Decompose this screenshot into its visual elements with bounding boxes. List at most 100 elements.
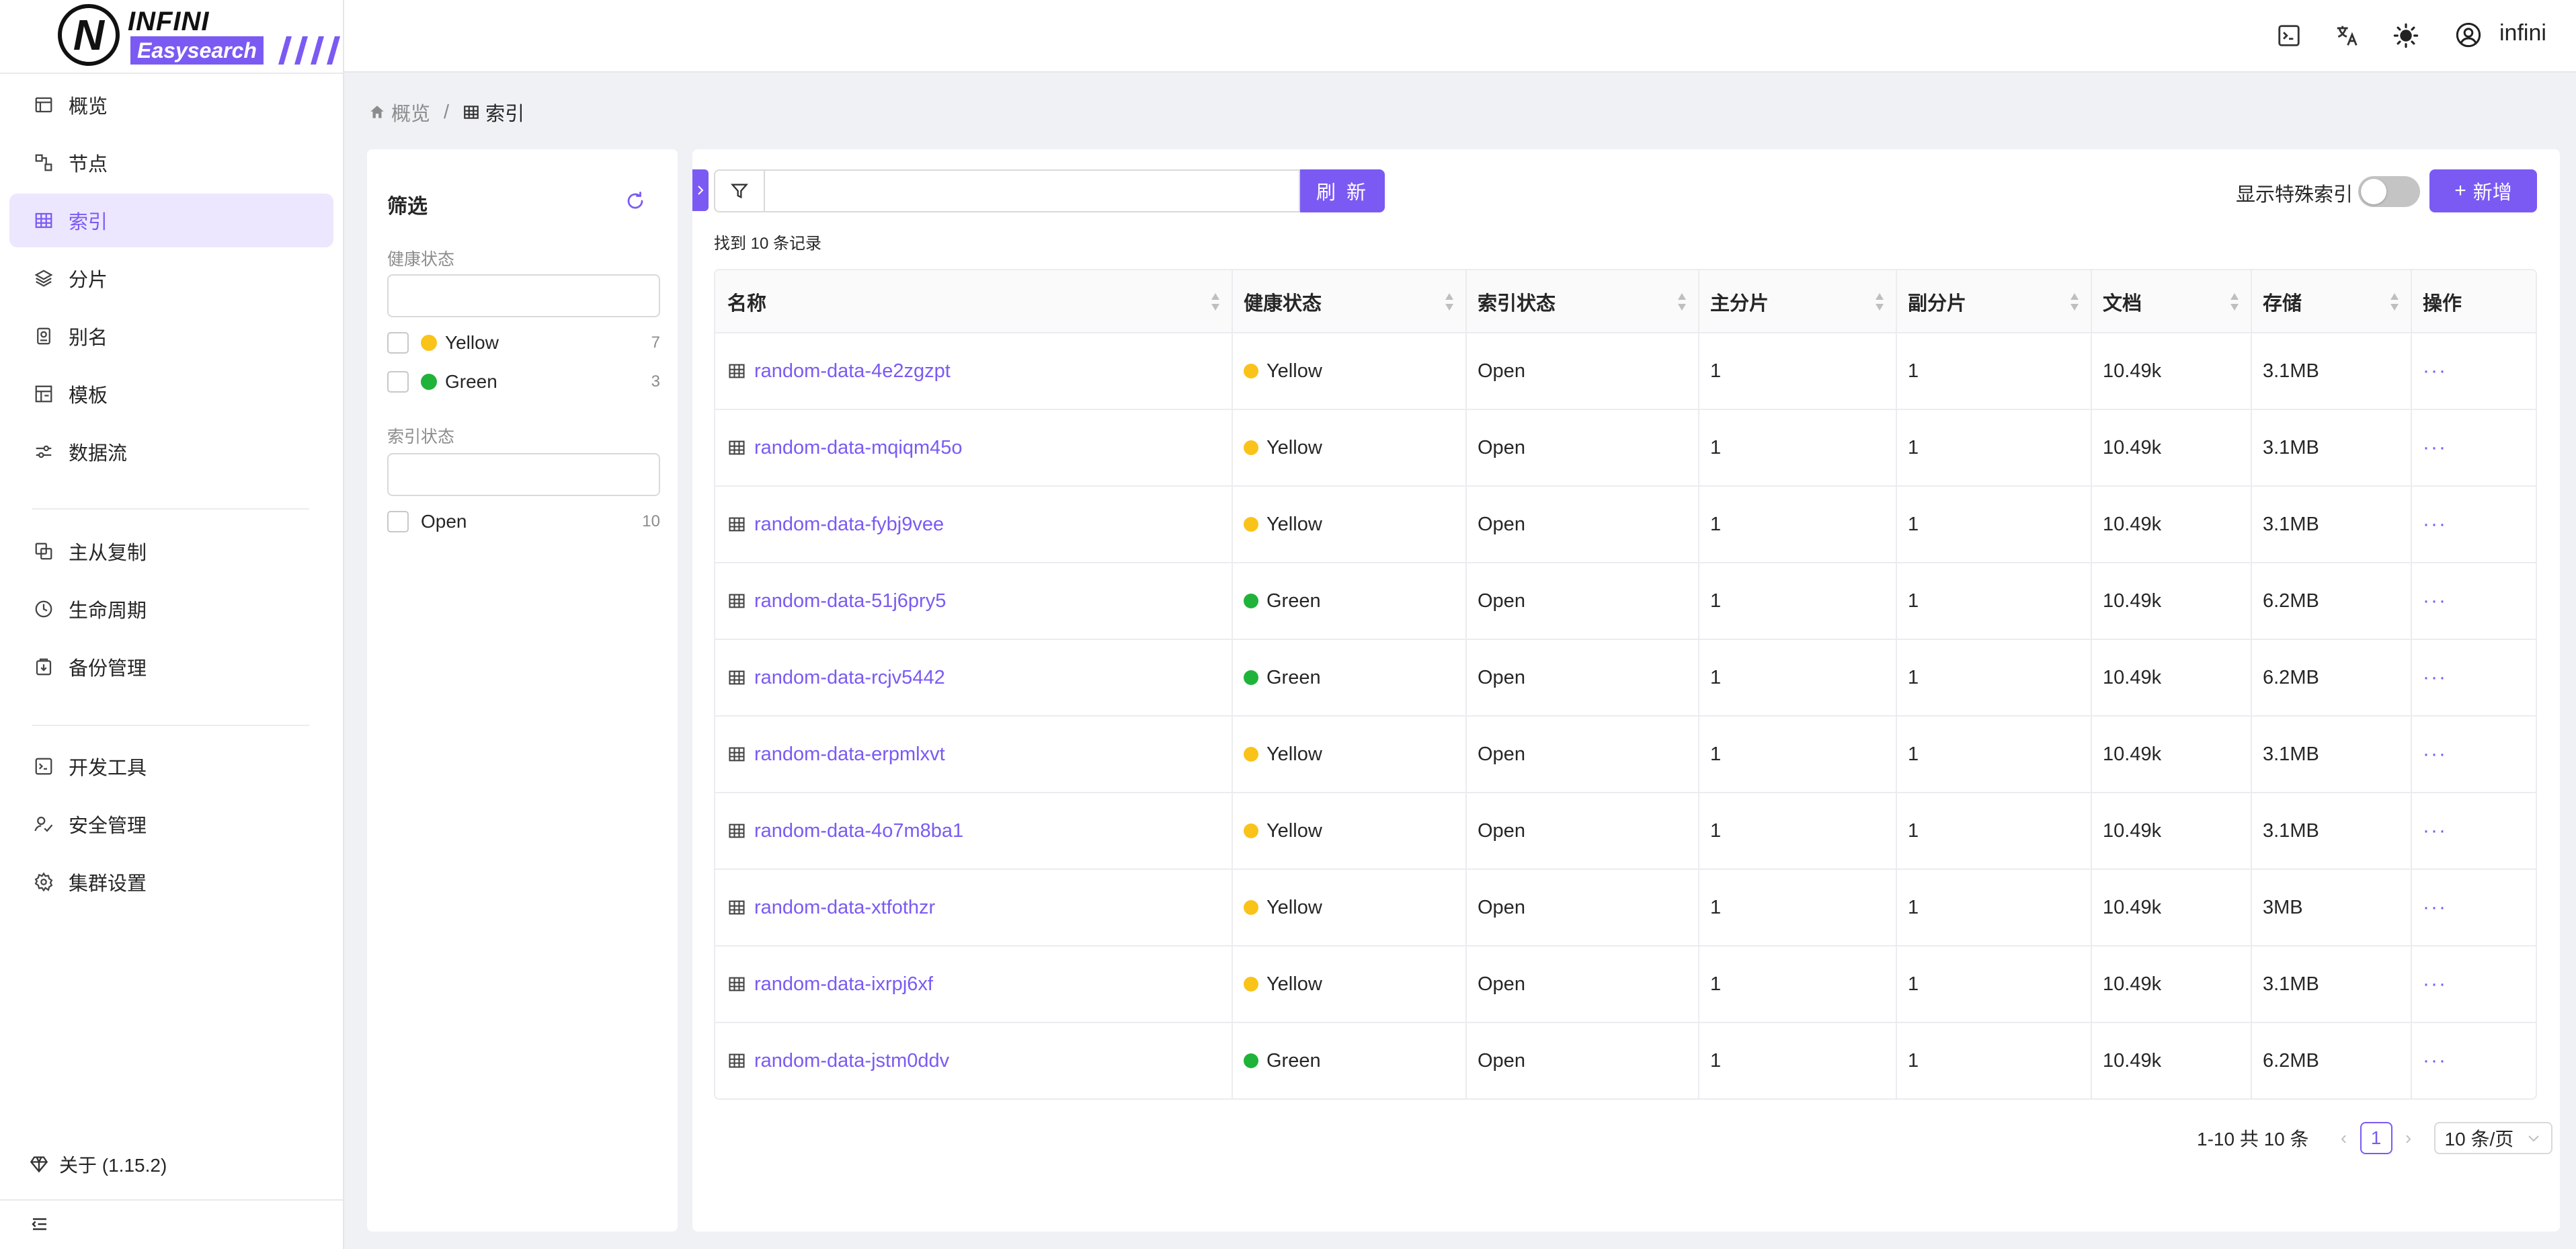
nodes-icon [35, 154, 52, 171]
special-index-toggle[interactable] [2358, 176, 2420, 207]
sidebar-item[interactable]: 索引 [9, 194, 333, 247]
sidebar-item[interactable]: 概览 [9, 78, 333, 132]
filter-option[interactable]: Yellow 7 [387, 329, 660, 356]
pagination: 1-10 共 10 条 ‹ 1 › 10 条/页 [2197, 1121, 2552, 1155]
table-row: random-data-51j6pry5 Green Open 1 1 10.49k 6.2… [715, 563, 2536, 640]
sidebar-item-label: 生命周期 [69, 600, 147, 622]
terminal-icon[interactable] [2276, 23, 2302, 48]
index-name-link[interactable]: random-data-jstm0ddv [754, 1049, 950, 1072]
more-actions-icon[interactable]: ··· [2423, 360, 2447, 382]
page-size-select[interactable]: 10 条/页 [2433, 1122, 2552, 1154]
filter-panel: 筛选 健康状态 Yellow 7 Green 3 索引状态 Open 10 [367, 149, 678, 1232]
index-name-link[interactable]: random-data-mqiqm45o [754, 436, 963, 458]
index-state-filter-search[interactable] [387, 453, 660, 496]
column-header-store-col[interactable]: 存储 [2251, 270, 2411, 333]
column-divider [1698, 270, 1699, 1098]
sort-icon[interactable] [1210, 290, 1221, 313]
more-actions-icon[interactable]: ··· [2423, 436, 2447, 458]
cell-state: Open [1465, 870, 1525, 945]
checkbox[interactable] [387, 511, 409, 532]
cell-text: 1 [1710, 819, 1722, 842]
sidebar-item[interactable]: 模板 [9, 367, 333, 421]
filter-option[interactable]: Green 3 [387, 368, 660, 395]
search-filter-button[interactable] [714, 169, 764, 212]
index-name-link[interactable]: random-data-erpmlxvt [754, 743, 945, 765]
sidebar-item[interactable]: 分片 [9, 251, 333, 305]
cell-health: Yellow [1232, 870, 1322, 945]
cell-text: 1 [1908, 819, 1919, 842]
sort-icon[interactable] [1677, 290, 1687, 313]
cell-name: random-data-4o7m8ba1 [715, 793, 963, 869]
cell-state: Open [1465, 333, 1525, 409]
expand-filter-toggle[interactable] [692, 169, 709, 211]
translate-icon[interactable] [2334, 23, 2360, 48]
table-row: random-data-fybj9vee Yellow Open 1 1 10.49k 3.… [715, 487, 2536, 563]
sort-icon[interactable] [2069, 290, 2080, 313]
cell-text: 10.49k [2103, 360, 2162, 382]
filter-option[interactable]: Open 10 [387, 508, 660, 535]
column-header-docs-col[interactable]: 文档 [2091, 270, 2251, 333]
sidebar-item[interactable]: 生命周期 [9, 582, 333, 636]
prev-page-icon[interactable]: ‹ [2340, 1127, 2347, 1148]
search-input[interactable] [764, 169, 1300, 212]
more-actions-icon[interactable]: ··· [2423, 666, 2447, 688]
index-name-link[interactable]: random-data-rcjv5442 [754, 666, 945, 688]
sidebar-item[interactable]: 别名 [9, 309, 333, 363]
cell-store: 6.2MB [2251, 640, 2319, 715]
sidebar-item[interactable]: 开发工具 [9, 739, 333, 793]
logo[interactable]: N INFINI Easysearch [58, 4, 340, 69]
refresh-button[interactable]: 刷 新 [1300, 169, 1385, 212]
column-header-state-col[interactable]: 索引状态 [1465, 270, 1698, 333]
about-link[interactable]: 关于 (1.15.2) [30, 1151, 167, 1178]
cell-text: 1 [1908, 973, 1919, 995]
more-actions-icon[interactable]: ··· [2423, 1049, 2447, 1072]
column-header-health-col[interactable]: 健康状态 [1232, 270, 1465, 333]
gem-icon [30, 1156, 48, 1173]
index-name-link[interactable]: random-data-fybj9vee [754, 513, 944, 535]
column-header-name-col[interactable]: 名称 [715, 270, 1232, 333]
search-bar: 刷 新 [714, 169, 1385, 212]
index-name-link[interactable]: random-data-51j6pry5 [754, 590, 947, 612]
column-header-replica-col[interactable]: 副分片 [1896, 270, 2091, 333]
column-header-primary-col[interactable]: 主分片 [1698, 270, 1896, 333]
cell-text: 10.49k [2103, 1049, 2162, 1072]
index-name-link[interactable]: random-data-4e2zgzpt [754, 360, 951, 382]
sidebar-item[interactable]: 数据流 [9, 425, 333, 479]
user-name[interactable]: infini [2499, 20, 2546, 46]
theme-sun-icon[interactable] [2393, 23, 2419, 48]
cell-store: 3.1MB [2251, 410, 2319, 485]
more-actions-icon[interactable]: ··· [2423, 590, 2447, 612]
sort-icon[interactable] [2389, 290, 2400, 313]
next-page-icon[interactable]: › [2405, 1127, 2412, 1148]
cell-replica: 1 [1896, 1023, 1919, 1098]
more-actions-icon[interactable]: ··· [2423, 743, 2447, 765]
page-number[interactable]: 1 [2360, 1122, 2392, 1154]
sidebar-item[interactable]: 安全管理 [9, 797, 333, 851]
cell-text: 10.49k [2103, 513, 2162, 535]
sort-icon[interactable] [2229, 290, 2240, 313]
checkbox[interactable] [387, 371, 409, 393]
more-actions-icon[interactable]: ··· [2423, 513, 2447, 535]
index-name-link[interactable]: random-data-4o7m8ba1 [754, 819, 964, 842]
reset-refresh-icon[interactable] [625, 191, 645, 211]
index-name-link[interactable]: random-data-xtfothzr [754, 896, 936, 918]
index-name-link[interactable]: random-data-ixrpj6xf [754, 973, 933, 995]
sidebar-item[interactable]: 集群设置 [9, 855, 333, 909]
add-index-button[interactable]: + 新增 [2429, 169, 2537, 212]
logo-product: Easysearch [130, 36, 264, 65]
sidebar-item[interactable]: 节点 [9, 136, 333, 190]
health-filter-search[interactable] [387, 274, 660, 317]
cell-store: 3.1MB [2251, 717, 2319, 792]
more-actions-icon[interactable]: ··· [2423, 896, 2447, 918]
sidebar-item[interactable]: 主从复制 [9, 524, 333, 578]
breadcrumb-home[interactable]: 概览 [391, 104, 431, 125]
collapse-sidebar-icon[interactable] [30, 1214, 50, 1234]
checkbox[interactable] [387, 332, 409, 354]
more-actions-icon[interactable]: ··· [2423, 819, 2447, 842]
more-actions-icon[interactable]: ··· [2423, 973, 2447, 995]
user-avatar-icon[interactable] [2455, 22, 2482, 48]
sidebar-item[interactable]: 备份管理 [9, 640, 333, 694]
sort-icon[interactable] [1444, 290, 1455, 313]
cell-docs: 10.49k [2091, 793, 2161, 869]
sort-icon[interactable] [1874, 290, 1885, 313]
